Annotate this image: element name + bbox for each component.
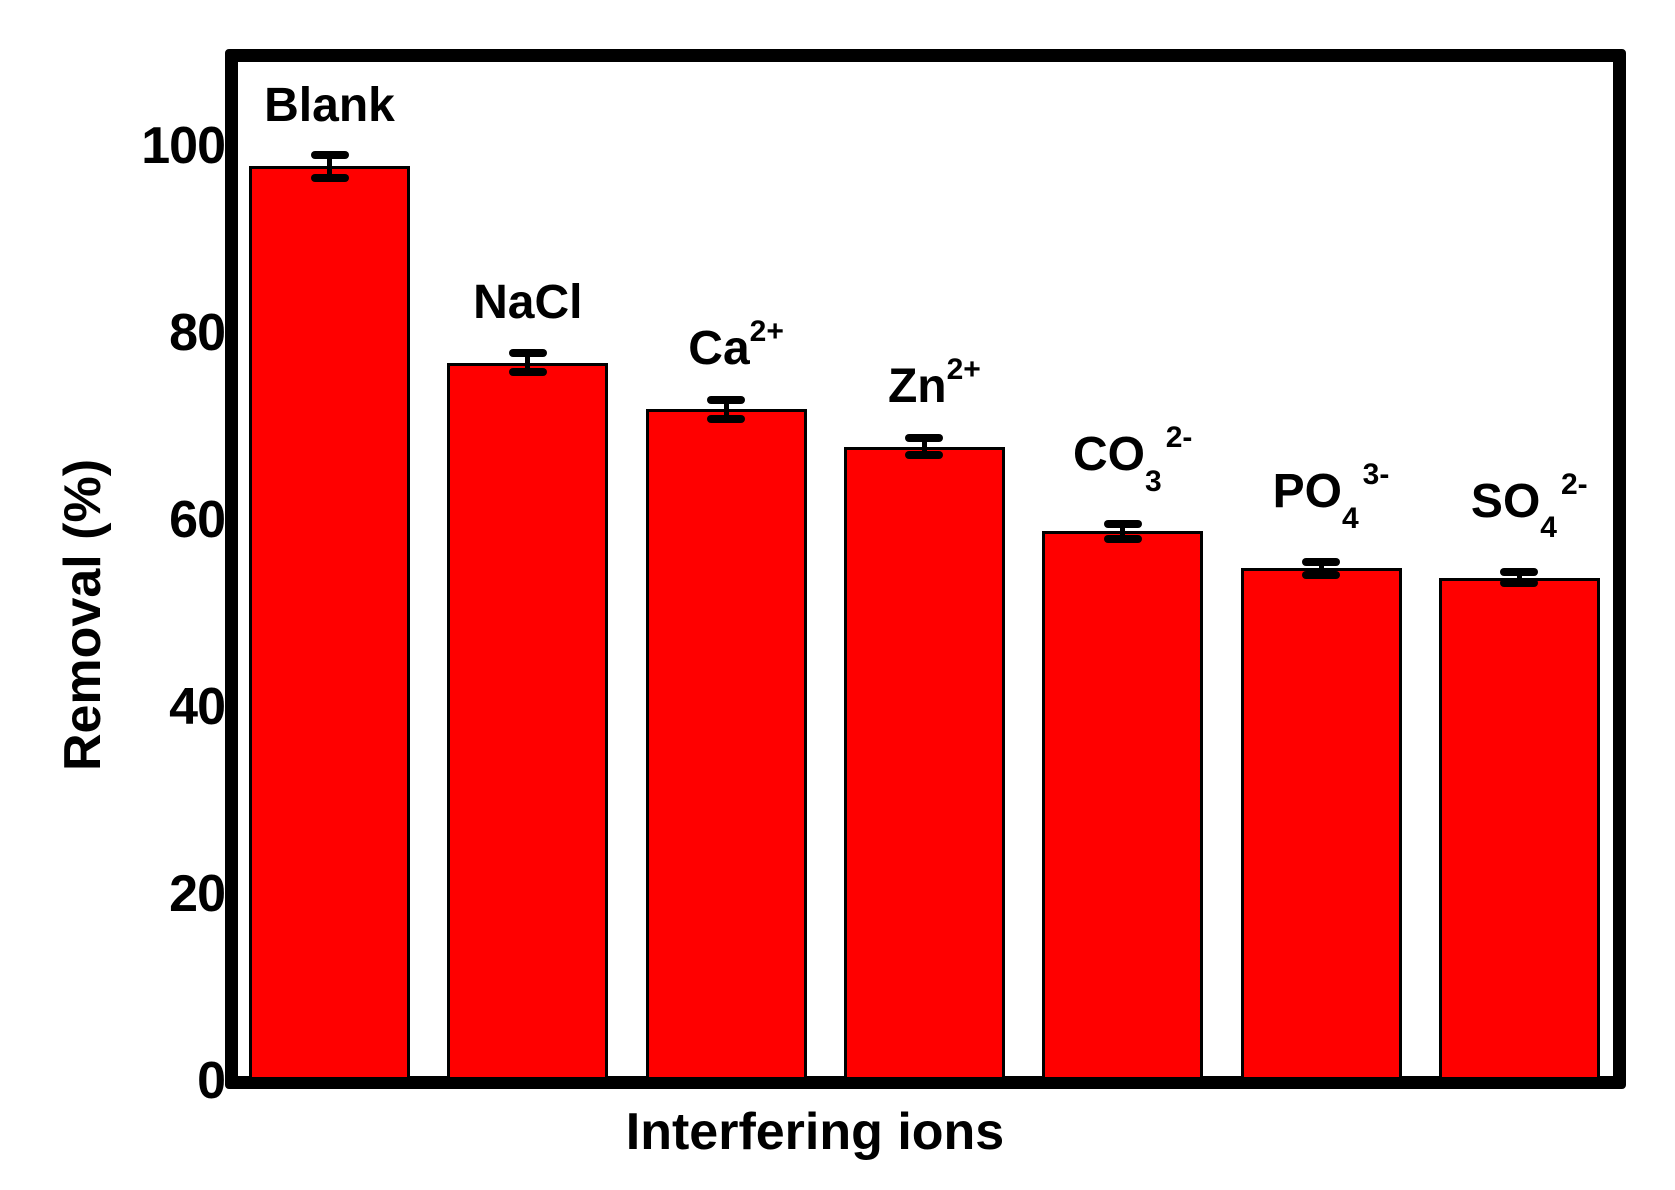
bar-label-subscript: 3	[1145, 464, 1162, 498]
error-bar-cap	[707, 414, 746, 423]
bar-4	[1042, 531, 1204, 1080]
error-bar-cap	[707, 396, 746, 405]
bar-label: Zn2+	[887, 354, 981, 413]
error-bar	[1516, 572, 1522, 584]
error-bar-cap	[310, 173, 349, 182]
error-bar-cap	[1103, 519, 1142, 528]
error-bar-cap	[1500, 568, 1539, 577]
bar-label-base: Zn	[887, 359, 947, 413]
error-bar-cap	[905, 434, 944, 443]
y-tick-80: 80	[169, 304, 226, 362]
bar-label-superscript: 2+	[946, 352, 981, 386]
bar-label-subscript: 4	[1341, 502, 1359, 536]
bar-label-base: Blank	[264, 79, 395, 133]
bar-label: PO43-	[1272, 460, 1390, 534]
error-bar-cap	[310, 151, 349, 160]
bar-5	[1240, 568, 1402, 1080]
bar-label: Blank	[264, 82, 395, 130]
bar-1	[447, 362, 609, 1080]
bar-label-superscript: 3-	[1362, 458, 1390, 492]
y-tick-40: 40	[169, 678, 226, 736]
bar-2	[645, 409, 807, 1080]
bar-label-base: Ca	[688, 322, 750, 376]
bar-label: CO32-	[1073, 423, 1192, 497]
error-bar	[723, 400, 729, 419]
bar-label-base: PO	[1272, 465, 1342, 519]
y-tick-100: 100	[141, 117, 226, 175]
error-bar	[1120, 523, 1126, 539]
error-bar-cap	[1302, 557, 1340, 566]
bar-label-superscript: 2+	[749, 315, 784, 349]
y-tick-20: 20	[169, 865, 226, 923]
error-bar	[327, 155, 332, 178]
bar-label-base: CO	[1073, 428, 1145, 482]
error-bar	[1318, 561, 1324, 575]
bar-label: SO42-	[1470, 469, 1588, 543]
error-bar-cap	[508, 368, 547, 377]
bar-label-superscript: 2-	[1165, 421, 1193, 455]
error-bar-cap	[1500, 579, 1539, 588]
x-axis-label: Interfering ions	[625, 1103, 1005, 1161]
bar-label: Ca2+	[688, 317, 784, 376]
error-bar-cap	[905, 451, 944, 460]
bar-label-base: SO	[1470, 474, 1541, 528]
bar-label-base: NaCl	[473, 275, 583, 329]
bar-label-subscript: 4	[1540, 511, 1557, 545]
bar-0	[249, 166, 410, 1080]
error-bar-cap	[508, 349, 547, 358]
error-bar	[525, 353, 531, 373]
y-axis-label: Removal (%)	[54, 458, 112, 772]
error-bar-cap	[1302, 570, 1340, 579]
error-bar	[921, 438, 927, 456]
y-tick-0: 0	[197, 1052, 226, 1110]
bar-6	[1438, 577, 1600, 1080]
bar-label-superscript: 2-	[1560, 467, 1588, 501]
error-bar-cap	[1103, 534, 1142, 543]
bar-3	[843, 446, 1005, 1080]
bar-label: NaCl	[473, 275, 583, 329]
y-tick-60: 60	[169, 491, 226, 549]
